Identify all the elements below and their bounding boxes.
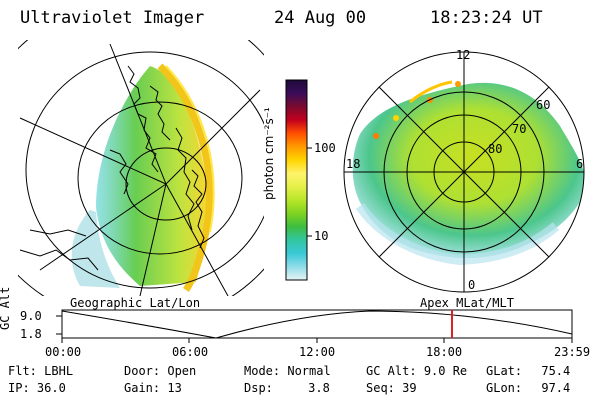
glon-info: GLon: 97.4 [486, 381, 571, 395]
gain-info: Gain: 13 [124, 381, 182, 395]
aurora-glow-left [96, 66, 208, 286]
time-tick-1800: 18:00 [426, 345, 463, 359]
seq-info: Seq: 39 [366, 381, 417, 395]
gc-alt-tick-1-8: 1.8 [20, 327, 42, 341]
polar-grid [343, 51, 585, 293]
left-map-caption: Geographic Lat/Lon [70, 296, 201, 310]
gcalt-info: GC Alt: 9.0 Re [366, 364, 468, 378]
aurora-bright-edge [409, 80, 453, 104]
coastlines [19, 65, 205, 271]
gc-alt-curve [61, 310, 573, 339]
image-time: 18:23:24 UT [430, 8, 543, 28]
time-tick-0600: 06:00 [172, 345, 209, 359]
mlt-label-6: 6 [576, 157, 584, 171]
polar-map [343, 51, 585, 293]
door-value: Open [167, 364, 197, 378]
aurora-speckle-left [71, 210, 120, 288]
instrument-title: Ultraviolet Imager [20, 8, 205, 28]
mlt-label-18: 18 [346, 157, 361, 171]
gc-alt-chart [56, 309, 573, 343]
colorbar-tick-100: 100 [314, 141, 336, 155]
aurora-glow-polar [352, 82, 584, 259]
mlt-label-12: 12 [456, 48, 471, 62]
gc-alt-tick-9: 9.0 [20, 309, 42, 323]
lat-lon-grid [18, 40, 264, 296]
limb-edge [165, 65, 215, 233]
image-date: 24 Aug 00 [274, 8, 367, 28]
glon-value: 97.4 [541, 381, 571, 395]
mlat-label-80: 80 [488, 142, 503, 156]
ip-info: IP: 36.0 [8, 381, 66, 395]
mode-info: Mode: Normal [244, 364, 331, 378]
flt-value: LBHL [44, 364, 74, 378]
dsp-value: 3.8 [308, 381, 330, 395]
glat-info: GLat: 75.4 [486, 364, 571, 378]
door-info: Door: Open [124, 364, 197, 378]
time-tick-2359: 23:59 [554, 345, 591, 359]
right-map-caption: Apex MLat/MLT [420, 296, 514, 310]
colorbar [285, 79, 312, 281]
mlt-label-0: 0 [468, 278, 476, 292]
time-tick-0000: 00:00 [45, 345, 82, 359]
glat-value: 75.4 [541, 364, 571, 378]
mlat-label-60: 60 [536, 98, 551, 112]
time-tick-1200: 12:00 [299, 345, 336, 359]
gc-alt-axis-label: GC Alt [0, 286, 12, 330]
colorbar-tick-10: 10 [314, 229, 329, 243]
seq-value: 39 [402, 381, 417, 395]
colorbar-unit-label: photon cm⁻²s⁻¹ [262, 107, 276, 200]
geographic-map [18, 40, 264, 296]
mlat-label-70: 70 [512, 122, 527, 136]
limb-arc [157, 63, 213, 292]
flt-info: Flt: LBHL [8, 364, 74, 378]
ip-value: 36.0 [36, 381, 66, 395]
gain-value: 13 [167, 381, 182, 395]
dsp-info: Dsp: 3.8 [244, 381, 330, 395]
gcalt-value: 9.0 Re [423, 364, 468, 378]
mode-value: Normal [287, 364, 331, 378]
